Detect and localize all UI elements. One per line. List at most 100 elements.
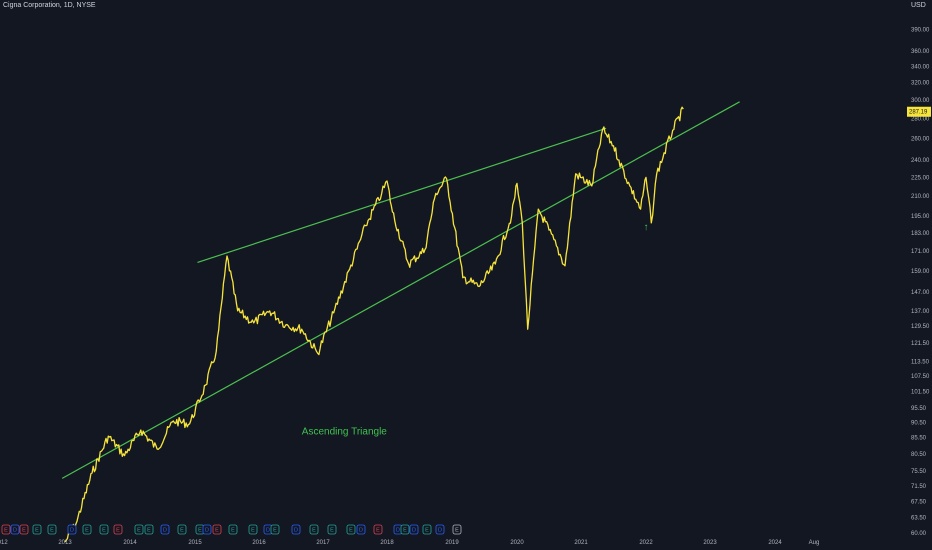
event-marker: D xyxy=(10,524,20,535)
event-marker: E xyxy=(47,524,57,535)
event-marker-label: E xyxy=(137,528,141,534)
event-marker-box xyxy=(452,524,462,535)
event-marker-label: E xyxy=(85,528,89,534)
event-marker-box xyxy=(373,524,383,535)
event-marker-box xyxy=(134,524,144,535)
event-marker: E xyxy=(373,524,383,535)
annotations: Ascending Triangle ↑ xyxy=(302,222,649,438)
event-marker: E xyxy=(32,524,42,535)
y-tick-label: 71.50 xyxy=(911,484,927,490)
trendline-lower xyxy=(61,101,740,479)
y-tick-label: 113.50 xyxy=(911,359,930,365)
y-tick-label: 60.00 xyxy=(911,531,927,537)
event-marker: D xyxy=(160,524,170,535)
event-marker-box xyxy=(32,524,42,535)
event-marker: E xyxy=(270,524,280,535)
y-tick-label: 101.50 xyxy=(911,390,930,396)
event-marker: E xyxy=(327,524,337,535)
event-marker-box xyxy=(248,524,258,535)
event-marker-box xyxy=(19,524,29,535)
event-marker-box xyxy=(356,524,366,535)
x-tick-label: 2012 xyxy=(0,540,8,546)
event-marker: E xyxy=(82,524,92,535)
event-marker-box xyxy=(113,524,123,535)
up-arrow-icon: ↑ xyxy=(644,222,649,233)
y-tick-label: 225.00 xyxy=(911,175,930,181)
pattern-label: Ascending Triangle xyxy=(302,427,387,438)
event-marker: D xyxy=(67,524,77,535)
event-marker-box xyxy=(177,524,187,535)
event-marker: D xyxy=(291,524,301,535)
event-marker-box xyxy=(228,524,238,535)
x-tick-label: 2023 xyxy=(703,540,717,546)
event-marker-label: E xyxy=(147,528,151,534)
event-marker: D xyxy=(263,524,273,535)
event-marker-label: E xyxy=(312,528,316,534)
event-marker-box xyxy=(144,524,154,535)
event-marker-label: E xyxy=(349,528,353,534)
event-marker: E xyxy=(144,524,154,535)
y-tick-label: 210.00 xyxy=(911,194,930,200)
x-tick-label: 2019 xyxy=(445,540,459,546)
event-marker-box xyxy=(422,524,432,535)
event-marker-label: E xyxy=(198,528,202,534)
event-marker-label: E xyxy=(403,528,407,534)
y-tick-label: 121.50 xyxy=(911,341,930,347)
trendlines xyxy=(61,101,740,479)
trendline-upper xyxy=(197,127,607,264)
y-tick-label: 390.00 xyxy=(911,27,930,33)
y-tick-label: 90.50 xyxy=(911,420,927,426)
y-tick-label: 63.50 xyxy=(911,516,927,522)
y-tick-label: 240.00 xyxy=(911,158,930,164)
y-tick-label: 171.00 xyxy=(911,249,930,255)
event-marker-label: E xyxy=(116,528,120,534)
y-tick-label: 75.50 xyxy=(911,469,927,475)
x-tick-label: 2017 xyxy=(316,540,330,546)
price-axis[interactable]: 390.00 360.00 340.00 320.00 300.00 280.00 260.… xyxy=(911,27,930,537)
event-marker: E xyxy=(452,524,462,535)
event-marker-label: E xyxy=(273,528,277,534)
y-tick-label: 195.00 xyxy=(911,214,930,220)
event-marker: D xyxy=(409,524,419,535)
event-marker-box xyxy=(67,524,77,535)
x-tick-label: 2013 xyxy=(58,540,72,546)
y-tick-label: 95.50 xyxy=(911,406,927,412)
event-marker-label: E xyxy=(251,528,255,534)
x-tick-label: 2024 xyxy=(768,540,782,546)
event-marker: E xyxy=(422,524,432,535)
event-marker-box xyxy=(160,524,170,535)
x-tick-label: Aug xyxy=(809,540,820,546)
event-marker: D xyxy=(356,524,366,535)
x-tick-label: 2020 xyxy=(510,540,524,546)
event-marker-box xyxy=(346,524,356,535)
event-marker: E xyxy=(248,524,258,535)
event-marker-label: E xyxy=(35,528,39,534)
event-marker-label: D xyxy=(205,528,209,534)
event-marker-box xyxy=(212,524,222,535)
currency-label: USD xyxy=(911,2,926,9)
event-marker-box xyxy=(309,524,319,535)
y-tick-label: 129.50 xyxy=(911,324,930,330)
y-tick-label: 260.00 xyxy=(911,136,930,142)
event-marker-box xyxy=(327,524,337,535)
time-axis[interactable]: 2012 2013 2014 2015 2016 2017 2018 2019 2020 2021… xyxy=(0,540,819,546)
event-marker: E xyxy=(212,524,222,535)
y-tick-label: 85.50 xyxy=(911,436,927,442)
event-marker-box xyxy=(435,524,445,535)
event-marker-box xyxy=(47,524,57,535)
event-marker-box xyxy=(1,524,11,535)
event-marker-label: E xyxy=(180,528,184,534)
y-tick-label: 137.00 xyxy=(911,309,930,315)
y-tick-label: 147.00 xyxy=(911,290,930,296)
event-marker-box xyxy=(82,524,92,535)
last-price-value: 287.19 xyxy=(909,110,928,116)
event-marker-label: D xyxy=(396,528,400,534)
last-price-tag: 287.19 xyxy=(907,106,931,117)
event-marker-box xyxy=(99,524,109,535)
event-marker-label: E xyxy=(376,528,380,534)
event-marker-label: E xyxy=(425,528,429,534)
event-marker-label: E xyxy=(455,528,459,534)
y-tick-label: 340.00 xyxy=(911,64,930,70)
